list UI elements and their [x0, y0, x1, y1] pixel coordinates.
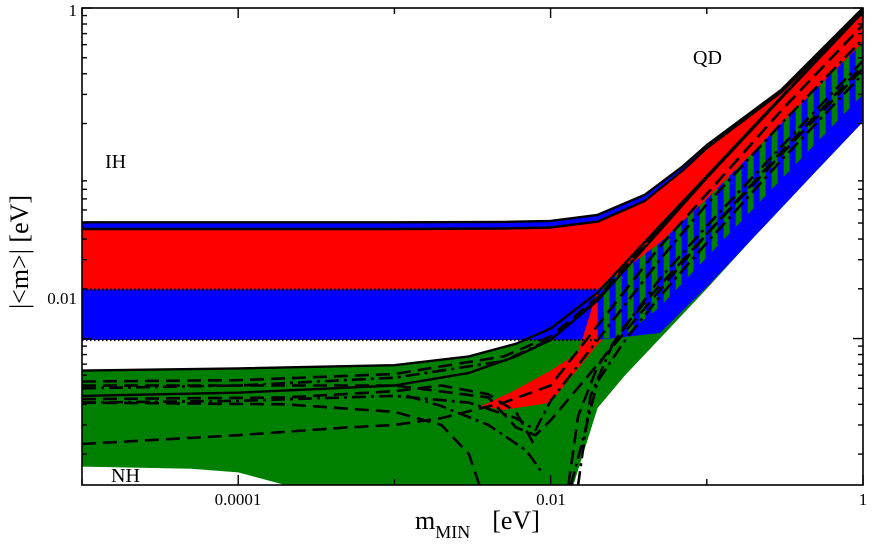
hatch-stripe [741, 42, 748, 341]
dashed-curve [82, 10, 863, 383]
dashdot-curve [576, 59, 863, 485]
dashdot-curve [82, 10, 863, 390]
x-tick-label: 0.01 [536, 490, 566, 509]
x-axis-title-sub: MIN [435, 522, 470, 542]
hatch-stripe [729, 42, 736, 341]
x-axis-title-main: m [415, 506, 435, 535]
y-axis-title: |<m>| [eV] [5, 195, 34, 309]
x-axis-title-unit: [eV] [492, 506, 540, 535]
x-tick-label: 0.0001 [215, 490, 262, 509]
ticks-layer [81, 7, 864, 485]
solid-curve [82, 9, 863, 231]
dashed-curve [82, 24, 863, 446]
dashdot-curve [406, 394, 545, 476]
x-tick-label: 1 [859, 490, 868, 509]
x-axis-title: mMIN [eV] [415, 506, 540, 542]
y-tick-label: 1 [69, 1, 78, 20]
solid-curve [82, 8, 863, 224]
plot-frame [81, 7, 864, 486]
y-tick-label: 0.01 [47, 289, 77, 308]
annotation-ih: IH [105, 151, 126, 173]
dashed-curve [82, 401, 481, 485]
dashed-curve [567, 64, 863, 485]
hatch-stripe [753, 42, 760, 341]
annotation-nh: NH [111, 465, 140, 487]
hatch-stripe [765, 42, 772, 341]
dashdot-curve [82, 37, 863, 432]
dashed-curve [82, 384, 537, 448]
curves-layer [82, 8, 863, 485]
annotation-qd: QD [693, 47, 722, 69]
